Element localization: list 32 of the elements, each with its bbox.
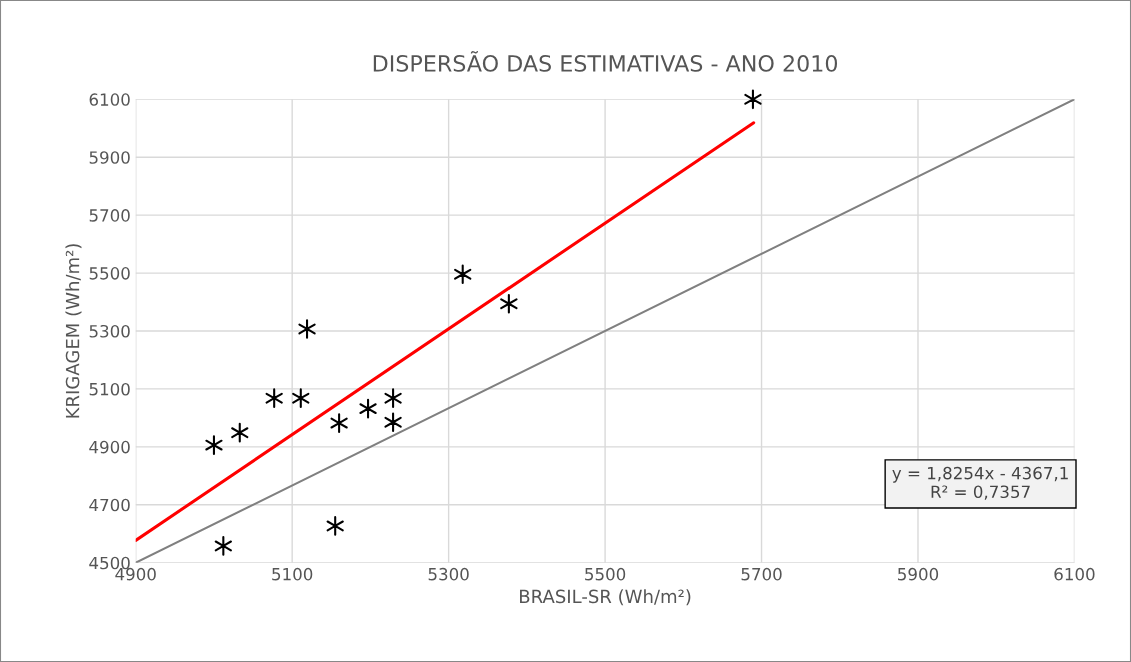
point [326, 516, 344, 536]
x-tick-label: 5900 [898, 567, 939, 581]
point [292, 388, 310, 409]
y-tick-label: 5300 [89, 324, 130, 338]
point [265, 388, 283, 409]
point [454, 264, 472, 285]
point [231, 422, 249, 443]
x-tick-label: 5300 [428, 567, 469, 581]
point [744, 89, 762, 110]
point [298, 319, 316, 339]
point [330, 413, 348, 433]
chart-title: DISPERSÃO DAS ESTIMATIVAS - ANO 2010 [373, 51, 838, 72]
y-axis-title: KRIGAGEM (Wh/m²) [65, 244, 82, 418]
y-tick-label: 5500 [89, 267, 130, 280]
point [359, 398, 377, 419]
point [384, 412, 402, 433]
y-tick-label: 5900 [89, 151, 130, 164]
x-tick-label: 6100 [1054, 567, 1095, 581]
y-tick-label: 6100 [89, 93, 130, 106]
x-axis-title: BRASIL-SR (Wh/m²) [520, 589, 691, 606]
point [214, 536, 232, 556]
point [384, 388, 402, 409]
y-tick-label: 4700 [89, 498, 130, 512]
point [500, 293, 518, 314]
y-tick-label: 5700 [89, 209, 130, 222]
y-tick-label: 4900 [89, 440, 130, 454]
point [205, 435, 223, 455]
x-tick-label: 5500 [585, 567, 626, 581]
x-tick-label: 5100 [272, 567, 313, 581]
annotation: y = 1,8254x - 4367,1 R² = 0,7357 [892, 466, 1068, 500]
x-tick-label: 5700 [741, 567, 782, 581]
y-tick-label: 5100 [89, 382, 130, 396]
